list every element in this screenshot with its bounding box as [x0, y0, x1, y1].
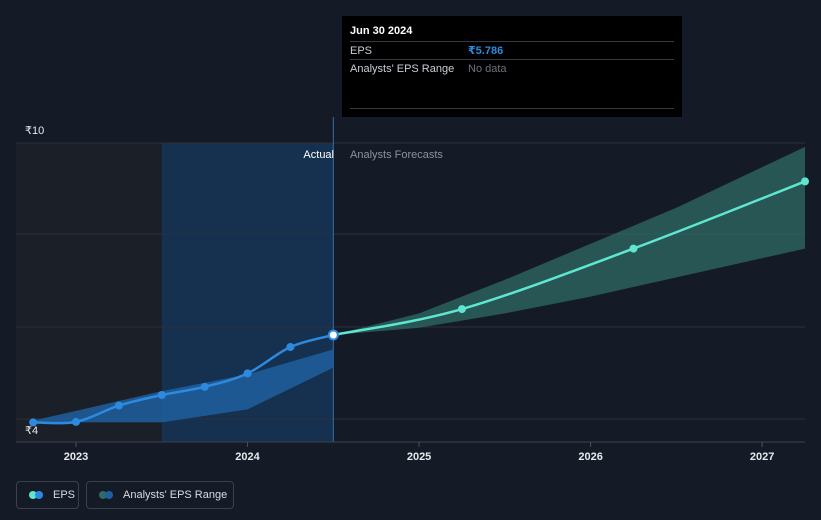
tooltip-divider [350, 108, 674, 109]
hover-tooltip: Jun 30 2024 EPS ₹5.786 Analysts' EPS Ran… [342, 16, 682, 117]
legend-range-label: Analysts' EPS Range [123, 489, 228, 501]
range-legend-icon [99, 491, 115, 499]
y-tick-label-bottom: ₹4 [25, 425, 38, 437]
tooltip-eps-row: EPS ₹5.786 [350, 41, 674, 59]
eps-markers [29, 177, 809, 427]
eps-actual-point [286, 343, 295, 351]
tooltip-range-value: No data [468, 62, 507, 75]
tooltip-range-row: Analysts' EPS Range No data [350, 59, 674, 77]
forecast-label: Analysts Forecasts [350, 149, 443, 161]
eps-forecast-point [629, 244, 638, 253]
eps-actual-point [114, 401, 123, 410]
x-tick-label: 2026 [578, 451, 602, 463]
past-period-shade [16, 143, 162, 442]
eps-actual-point [72, 417, 81, 426]
eps-legend-icon [29, 491, 45, 499]
eps-forecast-point [457, 305, 466, 314]
eps-hover-point [327, 329, 339, 341]
x-axis: 2023 2024 2025 2026 2027 [16, 441, 805, 463]
x-tick-label: 2025 [407, 451, 431, 463]
x-tick-label: 2024 [235, 451, 260, 463]
eps-actual-point [157, 391, 166, 399]
tooltip-range-label: Analysts' EPS Range [350, 62, 455, 75]
range-band-actual [33, 349, 334, 424]
eps-actual-point [243, 369, 252, 378]
x-tick-label: 2023 [64, 451, 88, 463]
actual-label: Actual [303, 149, 334, 161]
range-band-forecast [333, 146, 805, 335]
eps-forecast-line [333, 180, 806, 337]
eps-forecast-point [801, 177, 809, 186]
legend-eps[interactable]: EPS [16, 481, 79, 509]
eps-range-bands [33, 146, 805, 424]
legend-eps-range[interactable]: Analysts' EPS Range [86, 481, 234, 509]
tooltip-eps-value: ₹5.786 [468, 45, 504, 57]
legend-eps-label: EPS [53, 489, 76, 501]
eps-actual-point [200, 382, 209, 391]
x-tick-label: 2027 [750, 451, 774, 463]
tooltip-eps-label: EPS [350, 44, 373, 57]
tooltip-date: Jun 30 2024 [350, 25, 413, 37]
eps-actual-point [29, 418, 38, 427]
y-tick-label-top: ₹10 [25, 125, 44, 137]
